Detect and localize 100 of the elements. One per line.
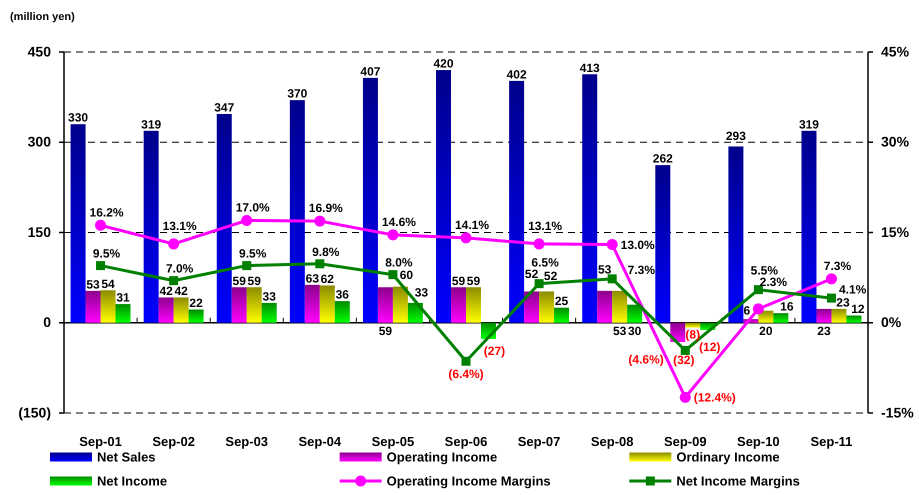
data-label: 13.0% <box>620 238 656 252</box>
y-tick-label: (150) <box>18 404 51 420</box>
legend-label: Operating Income Margins <box>386 474 551 488</box>
point <box>534 279 544 288</box>
data-label: 413 <box>580 60 600 75</box>
data-label: 59 <box>466 274 480 288</box>
data-label: (8) <box>685 328 700 342</box>
point <box>315 259 324 268</box>
data-label: 7.3% <box>628 263 656 278</box>
x-tick-label: Sep-01 <box>79 434 122 449</box>
bar <box>451 287 466 323</box>
data-label: 370 <box>287 86 308 101</box>
data-label: 347 <box>214 100 235 114</box>
bar <box>816 308 832 323</box>
data-label: 30 <box>628 324 642 338</box>
data-label: 59 <box>452 274 466 288</box>
data-label: 7.3% <box>824 258 852 273</box>
bar <box>86 290 101 323</box>
data-label: 31 <box>116 290 130 305</box>
x-tick-label: Sep-11 <box>810 434 852 449</box>
bar <box>846 316 862 323</box>
data-label: (4.6%) <box>628 352 664 367</box>
point <box>388 270 398 280</box>
bar <box>216 114 232 323</box>
bar <box>436 70 452 323</box>
point <box>168 238 180 250</box>
bar <box>188 310 204 323</box>
x-tick-label: Sep-07 <box>518 434 560 449</box>
data-label: 20 <box>759 324 773 338</box>
data-label: 12 <box>851 302 865 316</box>
bar <box>773 313 788 323</box>
bar <box>174 297 189 323</box>
x-tick-label: Sep-04 <box>298 434 342 449</box>
point <box>460 232 472 244</box>
bar <box>509 80 524 323</box>
data-label: 13.1% <box>162 218 197 233</box>
point <box>608 274 617 284</box>
bar <box>670 322 686 342</box>
data-label: (32) <box>673 353 694 368</box>
data-label: 60 <box>400 268 414 282</box>
y2-tick-label: 15% <box>881 224 910 240</box>
data-label: 8.0% <box>385 256 413 270</box>
bar <box>262 302 277 323</box>
bar <box>539 291 554 323</box>
data-label: 9.5% <box>239 246 267 261</box>
legend-label: Ordinary Income <box>676 450 780 464</box>
point <box>96 261 106 270</box>
data-label: 33 <box>262 289 276 304</box>
point <box>826 294 836 303</box>
legend-label: Operating Income <box>386 450 498 464</box>
bar <box>597 290 612 323</box>
data-label: 53 <box>86 277 100 292</box>
data-label: 319 <box>798 117 820 132</box>
data-label: 53 <box>598 262 612 276</box>
data-label: 53 <box>612 324 627 338</box>
data-label: 42 <box>159 284 174 298</box>
point <box>752 303 764 314</box>
bar <box>408 302 423 323</box>
point <box>606 239 618 250</box>
data-label: 25 <box>554 294 569 308</box>
x-tick-label: Sep-09 <box>664 434 707 449</box>
bar <box>554 308 570 323</box>
bar <box>290 100 305 323</box>
bar <box>466 287 481 323</box>
legend-label: Net Sales <box>97 450 156 464</box>
bar <box>627 304 642 323</box>
point <box>826 273 837 284</box>
bar <box>362 78 378 323</box>
bar <box>70 124 86 323</box>
data-label: 59 <box>248 274 262 288</box>
legend-label: Net Income <box>97 474 168 488</box>
bar <box>655 165 670 323</box>
point <box>754 285 763 294</box>
point <box>95 220 106 231</box>
bar <box>524 291 540 323</box>
y2-tick-label: 0% <box>881 314 902 330</box>
bar <box>246 287 262 323</box>
bar <box>801 130 816 323</box>
bar <box>100 290 116 323</box>
y-tick-label: 450 <box>28 43 52 60</box>
data-label: (27) <box>484 344 506 358</box>
bar <box>158 297 174 323</box>
data-label: 16.9% <box>308 201 344 216</box>
point <box>680 346 690 355</box>
data-label: 319 <box>141 117 162 132</box>
data-label: 33 <box>414 285 428 300</box>
bar <box>392 286 408 323</box>
data-label: 262 <box>652 152 674 166</box>
y2-tick-label: -15% <box>881 404 914 420</box>
data-label: 7.0% <box>166 262 194 276</box>
bar <box>144 130 159 323</box>
data-label: 62 <box>320 272 334 286</box>
point <box>462 356 470 366</box>
data-label: 407 <box>360 64 381 78</box>
data-label: 16 <box>780 300 794 314</box>
data-label: 23 <box>836 295 850 310</box>
x-tick-label: Sep-02 <box>152 434 195 449</box>
point <box>387 229 398 240</box>
data-label: 14.1% <box>454 218 490 232</box>
data-label: 52 <box>544 268 558 283</box>
